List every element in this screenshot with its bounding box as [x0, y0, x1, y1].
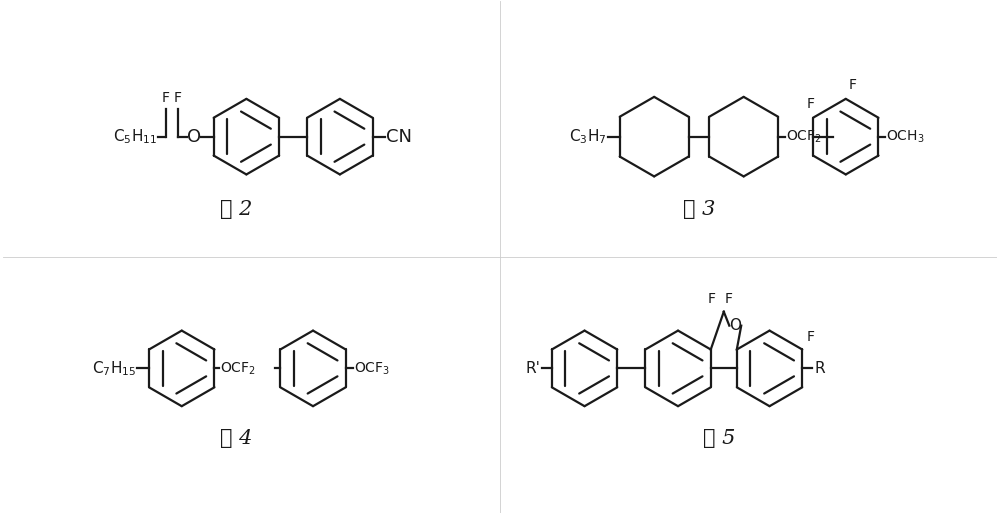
Text: 式 5: 式 5 — [703, 429, 735, 448]
Text: $\mathregular{OCF_2}$: $\mathregular{OCF_2}$ — [220, 360, 256, 377]
Text: 式 4: 式 4 — [220, 429, 253, 448]
Text: F: F — [806, 329, 814, 343]
Text: $\mathregular{OCF_3}$: $\mathregular{OCF_3}$ — [354, 360, 390, 377]
Text: $\mathregular{OCF_2}$: $\mathregular{OCF_2}$ — [786, 128, 822, 145]
Text: R': R' — [526, 361, 541, 376]
Text: O: O — [187, 127, 201, 145]
Text: $\mathregular{C_3H_7}$: $\mathregular{C_3H_7}$ — [569, 127, 607, 146]
Text: CN: CN — [386, 127, 412, 145]
Text: F: F — [708, 292, 716, 306]
Text: O: O — [729, 318, 741, 333]
Text: R: R — [814, 361, 825, 376]
Text: F: F — [174, 91, 182, 105]
Text: $\mathregular{OCH_3}$: $\mathregular{OCH_3}$ — [886, 128, 925, 145]
Text: F: F — [807, 97, 815, 111]
Text: $\mathregular{C_5H_{11}}$: $\mathregular{C_5H_{11}}$ — [113, 127, 157, 146]
Text: F: F — [725, 292, 733, 306]
Text: 式 2: 式 2 — [220, 200, 253, 219]
Text: F: F — [162, 91, 170, 105]
Text: F: F — [849, 78, 857, 92]
Text: 式 3: 式 3 — [683, 200, 715, 219]
Text: $\mathregular{C_7H_{15}}$: $\mathregular{C_7H_{15}}$ — [92, 359, 136, 378]
